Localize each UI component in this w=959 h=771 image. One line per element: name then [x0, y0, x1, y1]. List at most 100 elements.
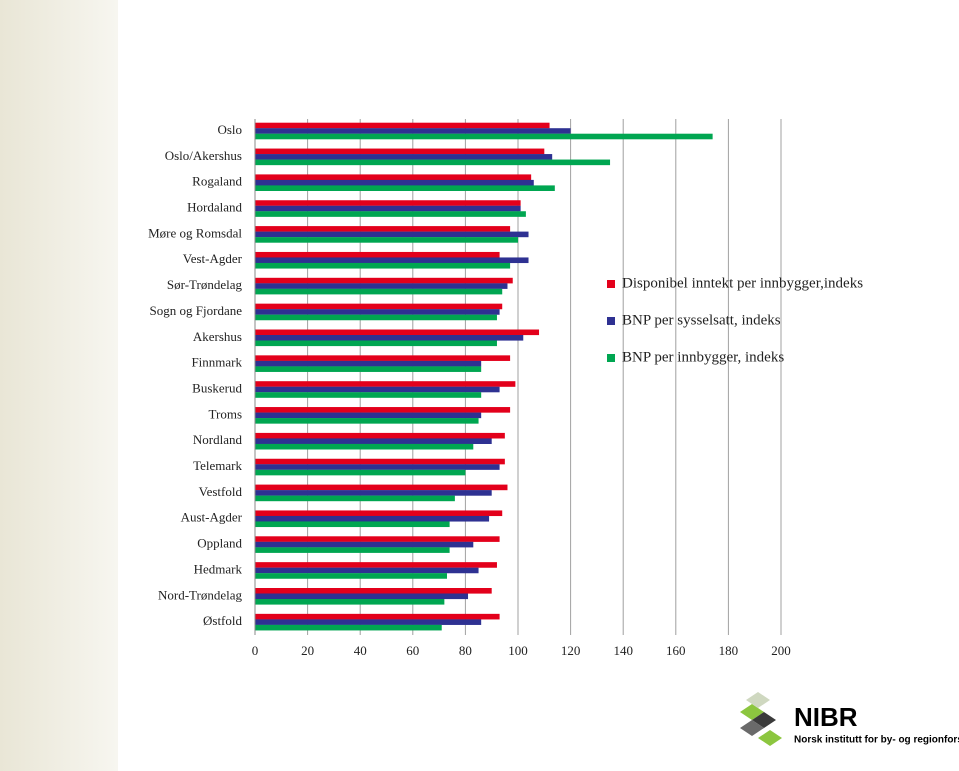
logo-cube: [758, 730, 782, 746]
bar: [255, 562, 497, 568]
bar: [255, 432, 505, 439]
bar: [255, 133, 713, 140]
y-tick-label: Oppland: [197, 536, 242, 551]
x-tick-label: 80: [459, 643, 472, 658]
bar: [255, 443, 474, 450]
bar: [255, 128, 571, 134]
logo-cube: [746, 692, 770, 708]
bar: [255, 536, 500, 542]
x-tick-label: 160: [666, 643, 686, 658]
y-tick-label: Østfold: [203, 613, 243, 628]
y-tick-label: Nordland: [193, 432, 243, 447]
bar: [255, 185, 555, 191]
y-tick-label: Oslo: [217, 122, 242, 137]
bar: [255, 490, 492, 496]
bar: [255, 148, 545, 155]
y-tick-label: Sør-Trøndelag: [167, 277, 243, 292]
y-tick-label: Telemark: [193, 458, 242, 473]
bar: [255, 458, 505, 465]
bar: [255, 340, 497, 347]
y-tick-label: Buskerud: [192, 380, 242, 395]
bar: [255, 593, 469, 600]
bar: [255, 619, 482, 625]
bar: [255, 418, 479, 424]
bar: [255, 360, 482, 367]
bar: [255, 159, 611, 166]
y-tick-label: Oslo/Akershus: [165, 148, 242, 163]
bar: [255, 515, 490, 522]
bar: [255, 200, 521, 206]
bar: [255, 438, 492, 444]
x-tick-label: 140: [613, 643, 633, 658]
legend-label: Disponibel inntekt per innbygger,indeks: [622, 275, 863, 291]
bar: [255, 262, 511, 269]
y-tick-label: Hedmark: [194, 561, 243, 576]
y-tick-label: Vest-Agder: [183, 251, 243, 266]
logo-name: NIBR: [794, 702, 858, 732]
legend-label: BNP per innbygger, indeks: [622, 349, 784, 365]
y-tick-label: Nord-Trøndelag: [158, 587, 243, 602]
legend-label: BNP per sysselsatt, indeks: [622, 312, 781, 328]
x-tick-label: 0: [252, 643, 259, 658]
bar: [255, 231, 529, 238]
bar: [255, 541, 474, 548]
bar: [255, 464, 500, 470]
y-tick-label: Finnmark: [191, 355, 242, 370]
y-tick-label: Møre og Romsdal: [148, 225, 242, 240]
y-tick-label: Aust-Agder: [181, 510, 243, 525]
bar: [255, 154, 553, 160]
x-tick-label: 20: [301, 643, 314, 658]
y-tick-label: Akershus: [193, 329, 242, 344]
legend-swatch: [607, 317, 615, 325]
logo-cube: [740, 720, 764, 736]
logo-tagline: Norsk institutt for by- og regionforskni…: [794, 735, 959, 746]
x-tick-label: 120: [561, 643, 581, 658]
x-tick-label: 200: [771, 643, 791, 658]
logo: NIBR Norsk institutt for by- og regionfo…: [740, 692, 959, 746]
bar: [255, 588, 492, 594]
bar: [255, 179, 534, 186]
y-tick-label: Vestfold: [199, 484, 243, 499]
bar: [255, 329, 540, 336]
y-tick-label: Troms: [209, 406, 242, 421]
bar: [255, 392, 482, 398]
bar: [255, 283, 508, 289]
bar: [255, 277, 513, 284]
bar: [255, 484, 508, 491]
x-tick-label: 180: [719, 643, 739, 658]
bar: [255, 521, 450, 528]
bar: [255, 495, 455, 502]
legend-swatch: [607, 280, 615, 288]
bar: [255, 547, 450, 553]
bar: [255, 599, 445, 605]
bar: [255, 211, 526, 217]
y-tick-label: Sogn og Fjordane: [150, 303, 243, 318]
bar: [255, 257, 529, 264]
y-tick-label: Hordaland: [187, 200, 242, 215]
x-tick-label: 40: [354, 643, 367, 658]
bar: [255, 205, 521, 212]
bar: [255, 381, 516, 387]
bar: [255, 412, 482, 419]
x-tick-label: 60: [406, 643, 419, 658]
side-panel: [0, 0, 118, 771]
bar: [255, 407, 511, 413]
bar: [255, 226, 511, 232]
bar: [255, 386, 500, 393]
bar: [255, 573, 447, 579]
bar: [255, 366, 482, 372]
bar: [255, 303, 503, 310]
bar: [255, 251, 500, 258]
bar: [255, 624, 442, 631]
bar: [255, 567, 479, 574]
bar: [255, 122, 550, 129]
bar: [255, 314, 497, 321]
y-tick-label: Rogaland: [192, 174, 242, 189]
bar: [255, 510, 503, 517]
legend-swatch: [607, 354, 615, 362]
bar: [255, 174, 532, 180]
bar: [255, 335, 524, 341]
bar: [255, 355, 511, 361]
bar: [255, 237, 518, 243]
